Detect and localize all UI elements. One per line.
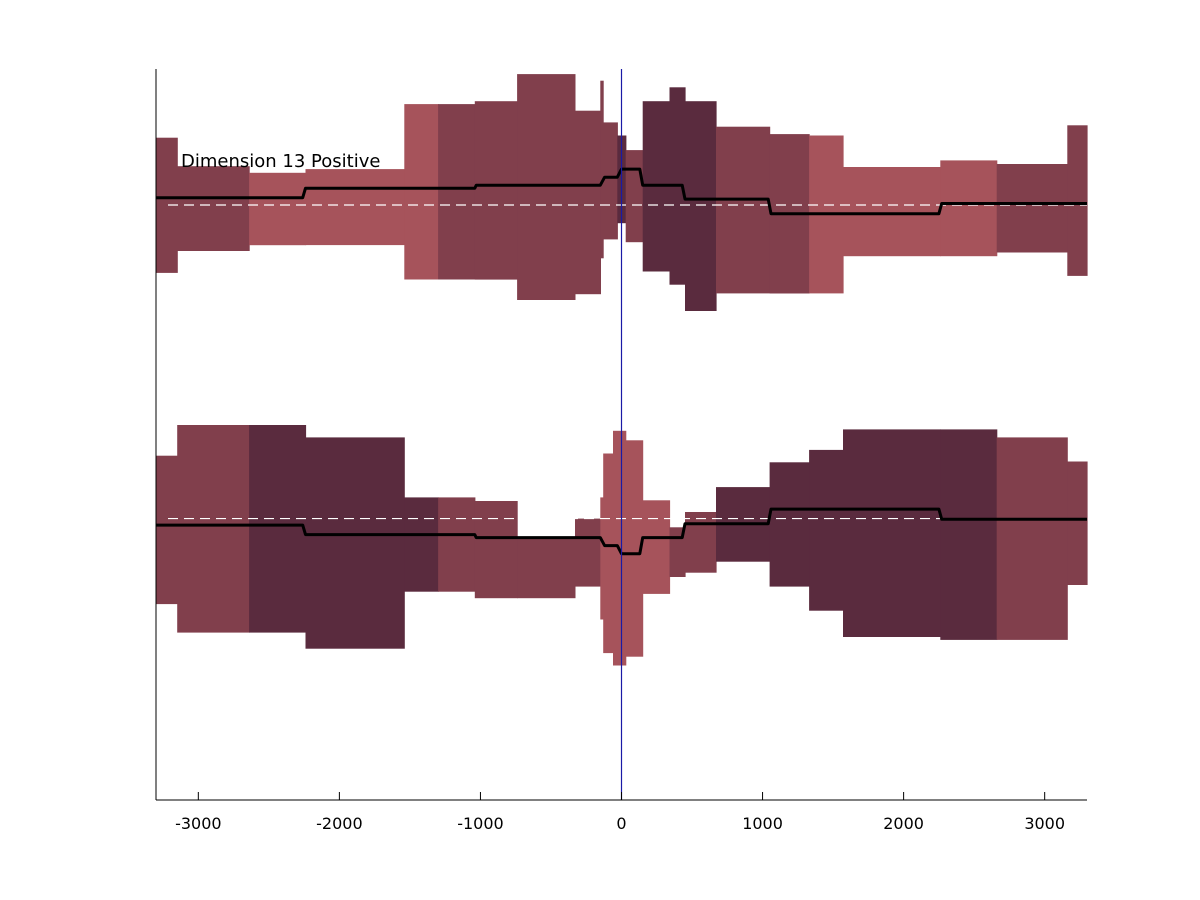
- band-segment-0-20: [940, 160, 998, 257]
- band-segment-0-10: [603, 122, 618, 240]
- band-segment-0-2: [249, 172, 307, 246]
- band-segment-1-22: [1067, 461, 1088, 585]
- median-lines: [156, 167, 1087, 556]
- band-segment-0-22: [1067, 125, 1088, 276]
- band-segment-1-1: [177, 425, 250, 633]
- band-segment-1-13: [642, 500, 671, 594]
- band-segment-1-18: [809, 449, 844, 611]
- band-segment-1-6: [474, 501, 518, 599]
- band-segment-0-7: [517, 74, 576, 300]
- band-segment-0-8: [575, 110, 601, 295]
- band-segment-0-21: [996, 164, 1068, 253]
- band-segment-1-15: [685, 512, 717, 573]
- band-segment-0-5: [438, 104, 476, 280]
- median-line-1: [156, 507, 1087, 556]
- band-segment-1-0: [156, 455, 178, 605]
- median-line-0: [156, 167, 1087, 216]
- x-ticks: -3000 -2000 -1000 0 1000 2000 3000: [175, 792, 1065, 833]
- baselines: [168, 204, 1087, 520]
- band-segment-1-4: [404, 497, 439, 592]
- band-segment-0-15: [685, 101, 717, 311]
- band-segment-1-3: [305, 437, 405, 649]
- band-segment-0-12: [625, 150, 644, 243]
- x-tick-label-4: 1000: [742, 814, 783, 833]
- band-segment-0-6: [474, 101, 518, 280]
- x-tick-label-5: 2000: [883, 814, 924, 833]
- band-segment-1-19: [843, 429, 941, 637]
- band-segment-1-20: [940, 429, 998, 640]
- band-segment-1-12: [625, 440, 644, 657]
- band-segment-1-10: [603, 453, 614, 654]
- band-segment-0-19: [843, 167, 941, 257]
- band-segment-1-5: [438, 497, 476, 592]
- band-segment-1-17: [769, 462, 810, 587]
- x-tick-label-2: -1000: [457, 814, 504, 833]
- band-segment-0-3: [305, 169, 405, 246]
- x-tick-label-1: -2000: [316, 814, 363, 833]
- band-segment-1-21: [996, 437, 1068, 640]
- x-tick-label-3: 0: [616, 814, 626, 833]
- band-segment-0-4: [404, 104, 439, 280]
- band-segment-1-8: [575, 518, 601, 587]
- band-segment-1-14: [669, 527, 686, 577]
- band-segment-1-9: [600, 497, 604, 620]
- band-segment-0-1: [177, 166, 250, 251]
- x-tick-label-0: -3000: [175, 814, 222, 833]
- band-segment-0-16: [716, 126, 771, 294]
- band-segment-0-0: [156, 137, 178, 273]
- x-tick-label-6: 3000: [1024, 814, 1065, 833]
- band-segment-1-7: [517, 538, 576, 599]
- chart-annotation: Dimension 13 Positive: [181, 151, 380, 172]
- band-segment-1-2: [249, 425, 307, 633]
- band-segment-0-9: [600, 80, 604, 259]
